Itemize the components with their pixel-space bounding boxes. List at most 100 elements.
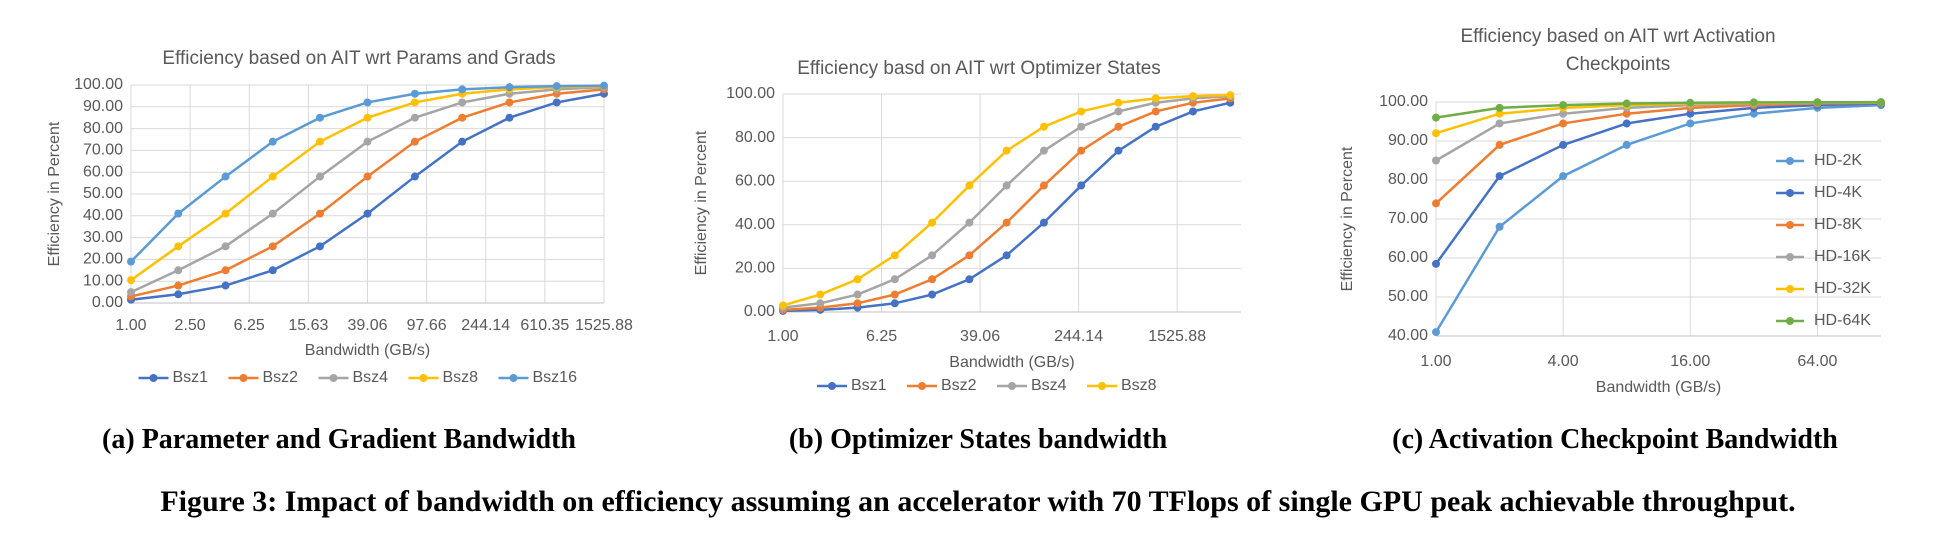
chart-title: Efficiency basd on AIT wrt Optimizer Sta… — [797, 58, 1161, 79]
data-point — [410, 137, 419, 146]
data-point — [816, 299, 825, 308]
data-point — [1559, 140, 1568, 149]
legend-label: HD-2K — [1814, 152, 1862, 169]
data-point — [1749, 109, 1758, 118]
legend-label: HD-4K — [1814, 184, 1862, 201]
data-point — [816, 290, 825, 299]
y-tick-label: 40.00 — [735, 216, 775, 233]
data-point — [268, 137, 277, 146]
data-point — [1559, 119, 1568, 128]
data-point — [410, 172, 419, 181]
y-tick-label: 10.00 — [83, 272, 123, 289]
legend-label: Bsz8 — [1121, 377, 1157, 394]
legend-marker — [1786, 317, 1794, 325]
series-line — [1435, 100, 1882, 119]
y-tick-label: 100.00 — [726, 85, 775, 102]
data-point — [1039, 218, 1048, 227]
data-point — [965, 251, 974, 260]
data-point — [1559, 109, 1568, 118]
x-tick-label: 16.00 — [1670, 353, 1710, 370]
data-point — [890, 299, 899, 308]
legend-marker — [149, 374, 158, 382]
y-tick-label: 20.00 — [735, 260, 775, 277]
data-point — [1432, 113, 1440, 122]
data-point — [965, 181, 974, 190]
y-tick-label: 70.00 — [1388, 210, 1428, 227]
y-tick-label: 100.00 — [1379, 93, 1428, 110]
data-point — [1622, 99, 1631, 108]
data-point — [268, 266, 277, 275]
data-point — [1002, 146, 1011, 155]
legend-marker — [828, 382, 836, 390]
data-point — [1495, 103, 1504, 112]
data-point — [928, 251, 937, 260]
data-point — [127, 257, 135, 266]
data-point — [410, 89, 419, 98]
legend-label: HD-64K — [1814, 312, 1871, 329]
y-axis-label: Efficiency in Percent — [693, 130, 710, 275]
data-point — [1686, 98, 1695, 107]
subcaption: (a) Parameter and Gradient Bandwidth — [102, 424, 576, 455]
y-tick-label: 0.00 — [744, 303, 775, 320]
data-point — [1077, 107, 1086, 116]
data-point — [1622, 109, 1631, 118]
data-point — [1077, 181, 1086, 190]
legend-marker — [1786, 157, 1794, 165]
data-point — [1877, 98, 1885, 107]
y-tick-label: 60.00 — [1388, 249, 1428, 266]
data-point — [1002, 181, 1011, 190]
legend-marker — [419, 374, 428, 382]
data-point — [965, 275, 974, 284]
data-point — [1151, 107, 1160, 116]
legend-label: Bsz2 — [263, 369, 299, 386]
y-axis-label: Efficiency in Percent — [1339, 146, 1356, 291]
chart-title: Efficiency based on AIT wrt Activation C… — [1460, 26, 1776, 75]
y-tick-label: 60.00 — [83, 163, 123, 180]
legend-label: Bsz1 — [173, 369, 209, 386]
data-point — [1002, 251, 1011, 260]
x-tick-label: 6.25 — [866, 328, 897, 345]
y-tick-label: 50.00 — [83, 185, 123, 202]
series-line — [782, 97, 1231, 312]
data-point — [458, 85, 467, 94]
data-point — [890, 275, 899, 284]
data-point — [315, 172, 324, 181]
data-point — [268, 242, 277, 251]
legend-marker — [918, 382, 926, 390]
y-tick-label: 70.00 — [83, 142, 123, 159]
data-point — [505, 113, 514, 122]
data-point — [779, 301, 787, 310]
data-point — [315, 137, 324, 146]
data-point — [1495, 119, 1504, 128]
data-point — [410, 98, 419, 107]
x-tick-label: 1.00 — [767, 328, 798, 345]
data-point — [221, 266, 230, 275]
data-point — [1749, 98, 1758, 107]
y-tick-label: 20.00 — [83, 251, 123, 268]
data-point — [1432, 199, 1440, 208]
legend-marker — [1786, 285, 1794, 293]
data-point — [1189, 92, 1198, 101]
y-tick-label: 80.00 — [1388, 171, 1428, 188]
x-tick-label: 6.25 — [234, 317, 265, 334]
x-tick-label: 97.66 — [407, 317, 447, 334]
data-point — [1114, 122, 1123, 131]
y-tick-label: 80.00 — [735, 129, 775, 146]
data-point — [1114, 107, 1123, 116]
data-point — [363, 137, 372, 146]
x-tick-label: 1525.88 — [575, 317, 633, 334]
y-tick-label: 60.00 — [735, 172, 775, 189]
x-tick-label: 39.06 — [347, 317, 387, 334]
data-point — [363, 209, 372, 218]
series-line — [1434, 103, 1882, 333]
y-tick-label: 90.00 — [83, 98, 123, 115]
data-point — [600, 81, 608, 90]
y-tick-label: 0.00 — [92, 294, 123, 311]
legend-label: Bsz4 — [1031, 377, 1067, 394]
data-point — [458, 137, 467, 146]
series-line — [1434, 102, 1882, 265]
figure-caption: Figure 3: Impact of bandwidth on efficie… — [160, 485, 1796, 518]
y-tick-label: 50.00 — [1388, 288, 1428, 305]
data-point — [127, 288, 135, 297]
